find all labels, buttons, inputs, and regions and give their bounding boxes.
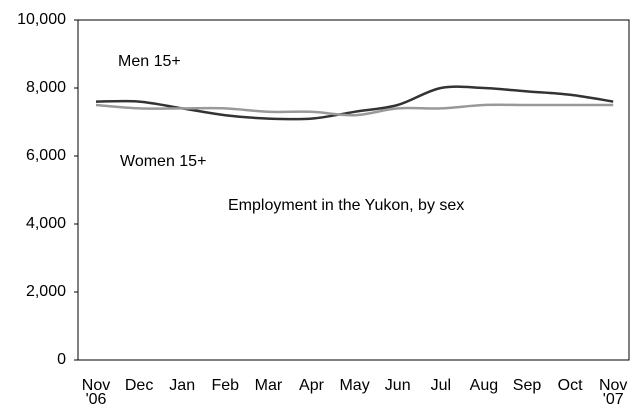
x-tick-label: Jul xyxy=(431,377,451,394)
x-tick-label: Nov '07 xyxy=(599,377,627,408)
plot-frame xyxy=(77,19,630,361)
x-tick-label: Sep xyxy=(513,377,542,394)
y-tick-label: 6,000 xyxy=(26,147,66,164)
annotation: Employment in the Yukon, by sex xyxy=(228,197,464,214)
y-tick-label: 2,000 xyxy=(26,283,66,300)
x-tick-label: Aug xyxy=(470,377,498,394)
x-tick-label: Jun xyxy=(385,377,411,394)
line-series xyxy=(95,103,614,117)
y-tick-label: 0 xyxy=(57,351,66,368)
series-label: Women 15+ xyxy=(120,153,206,170)
x-tick-label: Mar xyxy=(255,377,283,394)
y-tick-label: 8,000 xyxy=(26,79,66,96)
y-tick-label: 4,000 xyxy=(26,215,66,232)
x-tick-label: Feb xyxy=(212,377,240,394)
x-tick-label: Apr xyxy=(299,377,325,394)
series-label: Men 15+ xyxy=(118,53,181,70)
x-tick-label: Jan xyxy=(169,377,195,394)
x-tick-label: Nov '06 xyxy=(82,377,110,408)
y-tick-label: 10,000 xyxy=(17,11,66,28)
x-tick-label: Dec xyxy=(125,377,153,394)
x-tick-label: Oct xyxy=(558,377,583,394)
x-tick-label: May xyxy=(339,377,369,394)
